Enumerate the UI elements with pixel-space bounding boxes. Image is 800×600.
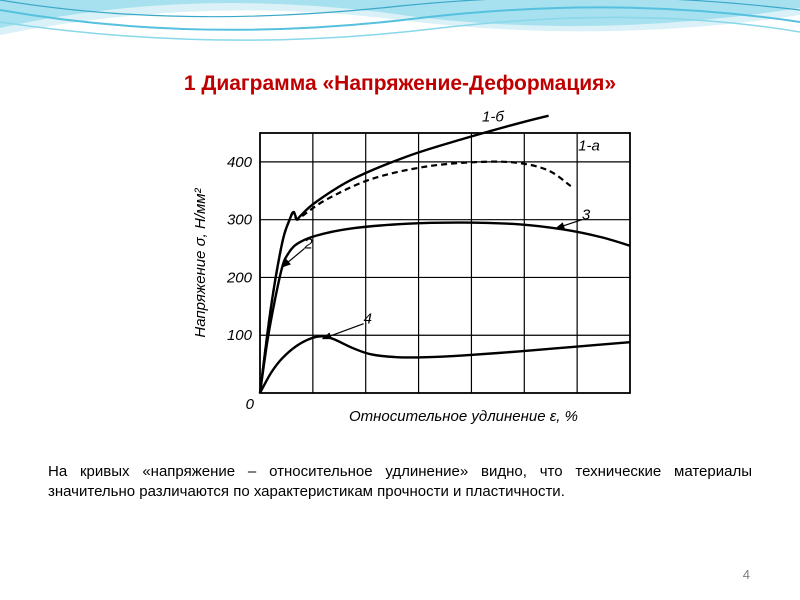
svg-text:Относительное удлинение ε, %: Относительное удлинение ε, %: [349, 408, 578, 425]
svg-text:100: 100: [227, 327, 253, 344]
svg-text:Напряжение σ, Н/мм²: Напряжение σ, Н/мм²: [192, 187, 209, 337]
svg-text:4: 4: [364, 311, 372, 328]
stress-strain-chart: 100 200 300 400 0 Напряжение σ, Н/мм² Относите…: [165, 108, 665, 443]
top-wave-decoration: [0, 0, 800, 70]
svg-text:3: 3: [582, 207, 591, 224]
svg-text:400: 400: [227, 154, 253, 171]
svg-text:1-а: 1-а: [578, 137, 600, 154]
svg-text:0: 0: [246, 396, 255, 413]
svg-text:200: 200: [226, 269, 253, 286]
svg-text:1-б: 1-б: [482, 108, 504, 125]
svg-text:2: 2: [303, 236, 313, 253]
caption-text: На кривых «напряжение – относительное уд…: [48, 462, 752, 503]
slide-title: 1 Диаграмма «Напряжение-Деформация»: [0, 72, 800, 96]
page-number: 4: [743, 567, 750, 582]
svg-text:300: 300: [227, 212, 253, 229]
